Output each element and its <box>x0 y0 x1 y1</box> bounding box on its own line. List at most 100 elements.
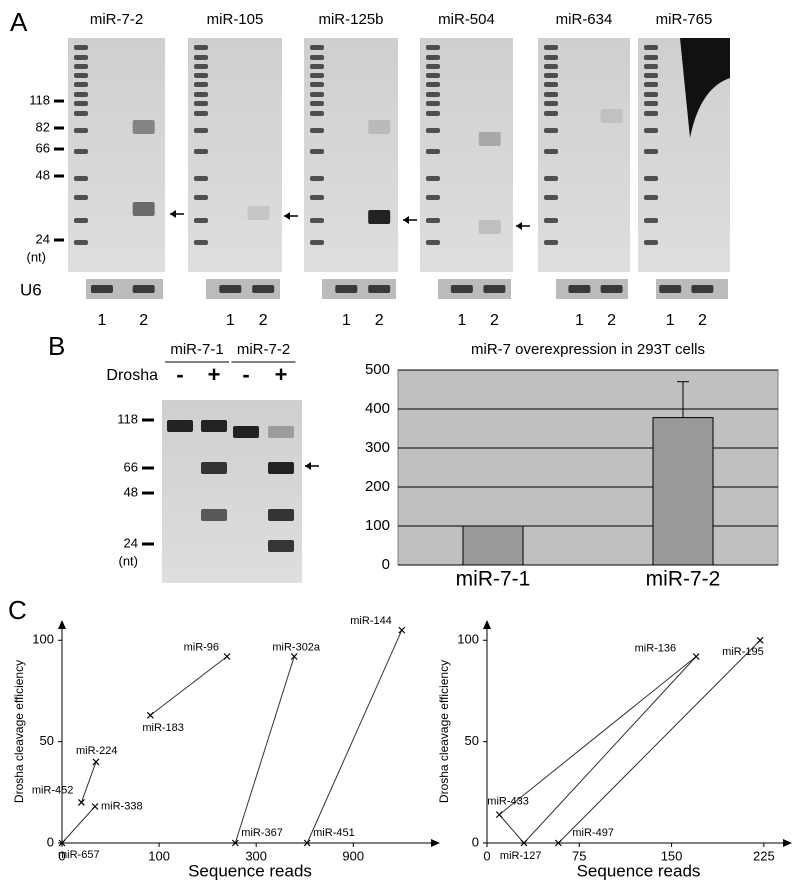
gel-title: miR-7-2 <box>90 11 143 28</box>
treatment: - <box>242 362 249 387</box>
axis-arrow <box>431 839 440 847</box>
gel-band <box>544 149 558 154</box>
axis-arrow <box>483 620 491 629</box>
gel-band <box>194 149 208 154</box>
y-tick-label: 500 <box>365 361 390 378</box>
gel-band <box>194 240 208 245</box>
x-tick-label: 225 <box>753 848 775 863</box>
loading-gel <box>206 279 280 299</box>
gel-band <box>74 111 88 116</box>
panel-label: C <box>8 595 27 625</box>
link-line <box>306 629 403 844</box>
gel-band <box>478 220 501 234</box>
point-label: miR-136 <box>635 642 677 654</box>
gel-title: miR-634 <box>556 11 613 28</box>
x-axis-label: Sequence reads <box>188 861 312 880</box>
loading-control: U6 <box>20 280 42 299</box>
lane-label: 2 <box>698 312 707 329</box>
y-tick-label: 400 <box>365 400 390 417</box>
lane-label: 2 <box>259 312 268 329</box>
gel-band <box>310 176 324 181</box>
gel-band <box>426 240 440 245</box>
x-tick-label: 900 <box>342 848 364 863</box>
gel-band <box>644 111 658 116</box>
gel-band <box>644 101 658 106</box>
size-marker: 118 <box>29 92 50 107</box>
gel-band <box>426 45 440 50</box>
arrow-head <box>305 462 311 470</box>
gel-band <box>233 426 259 438</box>
y-tick-label: 100 <box>457 632 479 647</box>
x-tick-label: 75 <box>572 848 586 863</box>
x-tick-label: 150 <box>661 848 683 863</box>
lane-label: 2 <box>607 312 616 329</box>
point-label: miR-302a <box>272 641 321 653</box>
loading-gel <box>322 279 396 299</box>
point <box>303 839 311 847</box>
link-line <box>558 639 761 844</box>
bar <box>462 525 524 566</box>
gel-band <box>74 82 88 87</box>
gel-band <box>644 55 658 60</box>
lane-label: 1 <box>457 312 466 329</box>
y-tick-label: 50 <box>465 733 479 748</box>
arrow-head <box>284 212 290 220</box>
gel-band <box>368 285 391 293</box>
gel-band <box>335 285 358 293</box>
gel-band <box>544 101 558 106</box>
lane-label: 1 <box>226 312 235 329</box>
y-tick-label: 100 <box>32 632 54 647</box>
gel-band <box>268 462 294 474</box>
size-marker: 66 <box>36 140 50 155</box>
gel-band <box>310 149 324 154</box>
point-label: miR-338 <box>101 800 143 812</box>
gel-band <box>544 128 558 133</box>
gel-band <box>659 285 682 293</box>
gel-smear <box>668 38 730 138</box>
gel-band <box>74 92 88 97</box>
gel-band <box>201 509 227 521</box>
gel-band <box>194 218 208 223</box>
loading-gel <box>438 279 511 299</box>
gel-band <box>544 111 558 116</box>
y-tick-label: 0 <box>382 556 390 573</box>
point <box>290 653 298 660</box>
gel-band <box>544 240 558 245</box>
gel-band <box>426 64 440 69</box>
gel-band <box>132 120 155 134</box>
size-marker: 48 <box>36 167 50 182</box>
gel-title: miR-125b <box>318 11 383 28</box>
y-tick-label: 300 <box>365 439 390 456</box>
panel-label: A <box>10 7 28 37</box>
gel-band <box>644 45 658 50</box>
point-label: miR-367 <box>241 827 283 839</box>
point <box>692 653 700 660</box>
x-tick-label: miR-7-2 <box>646 568 721 591</box>
link-line <box>61 806 96 844</box>
gel-band <box>544 82 558 87</box>
gel-band <box>74 64 88 69</box>
gel-band <box>194 195 208 200</box>
point <box>554 839 562 847</box>
lane-label: 2 <box>139 312 148 329</box>
gel-band <box>426 176 440 181</box>
loading-gel <box>86 279 163 299</box>
gel-band <box>644 128 658 133</box>
size-marker: 48 <box>124 484 138 499</box>
gel-band <box>74 240 88 245</box>
lane-label: 1 <box>666 312 675 329</box>
axis-arrow <box>783 839 792 847</box>
y-tick-label: 100 <box>365 517 390 534</box>
chart-title: miR-7 overexpression in 293T cells <box>471 341 705 358</box>
point-label: miR-657 <box>58 849 100 861</box>
point-label: miR-451 <box>313 827 355 839</box>
lane-label: 1 <box>342 312 351 329</box>
gel-band <box>194 101 208 106</box>
gel-band <box>268 540 294 552</box>
gel-band <box>201 420 227 432</box>
gel-band <box>194 128 208 133</box>
construct: miR-7-1 <box>170 341 223 358</box>
gel-band <box>194 73 208 78</box>
